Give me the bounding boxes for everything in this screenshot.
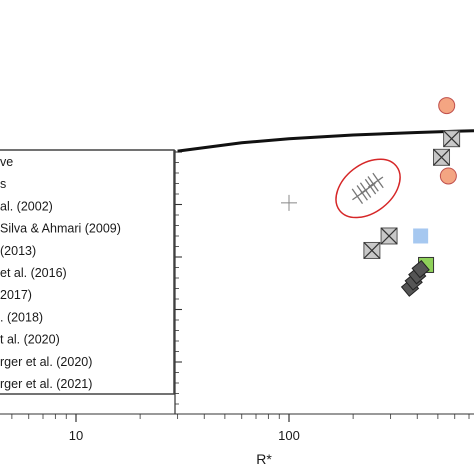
hash-line (359, 182, 372, 198)
crossed-square-marker (380, 227, 398, 245)
hash-line (372, 172, 384, 189)
legend-entry: rger et al. (2021) (0, 377, 92, 391)
legend-entry: rger et al. (2020) (0, 355, 92, 369)
plus-marker (281, 194, 297, 211)
data-points (281, 97, 461, 297)
legend-entry: al. (2002) (0, 199, 53, 213)
crossed-square-marker (363, 241, 381, 259)
hash-line (367, 176, 379, 192)
hash-marker (359, 178, 377, 198)
hash-line (364, 178, 377, 195)
hash-line (367, 176, 384, 188)
x-axis-label: R* (256, 451, 272, 467)
hash-line (351, 188, 364, 205)
highlight-ellipse (335, 158, 401, 219)
crossed-square-line (433, 148, 450, 166)
legend-entry: (2013) (0, 244, 36, 258)
legend: ve s al. (2002) Silva & Ahmari (2009) (2013)… (0, 149, 175, 395)
circle-marker (439, 167, 457, 185)
crossed-square-line (380, 227, 398, 245)
circle-marker (438, 97, 456, 115)
legend-entry: s (0, 177, 6, 191)
legend-entry: et al. (2016) (0, 266, 67, 280)
crossed-square-line (443, 130, 461, 148)
square-marker (413, 228, 429, 244)
y-axis-ticks (174, 150, 182, 414)
legend-entry: Silva & Ahmari (2009) (0, 222, 121, 236)
x-tick-label-100: 100 (278, 428, 300, 443)
legend-entry: 2017) (0, 288, 32, 302)
crossed-square-marker (433, 148, 451, 166)
crossed-square-marker (443, 130, 461, 148)
x-axis-ticks (11, 414, 470, 422)
legend-box (0, 149, 175, 395)
rotated-square-marker (411, 259, 430, 279)
legend-entry: ve (0, 155, 13, 169)
legend-entry: . (2018) (0, 310, 43, 324)
crossed-square-line (363, 242, 381, 259)
legend-entry: t al. (2020) (0, 333, 60, 347)
hash-marker (367, 172, 384, 192)
x-tick-label-10: 10 (69, 428, 83, 443)
hash-line (360, 182, 376, 195)
